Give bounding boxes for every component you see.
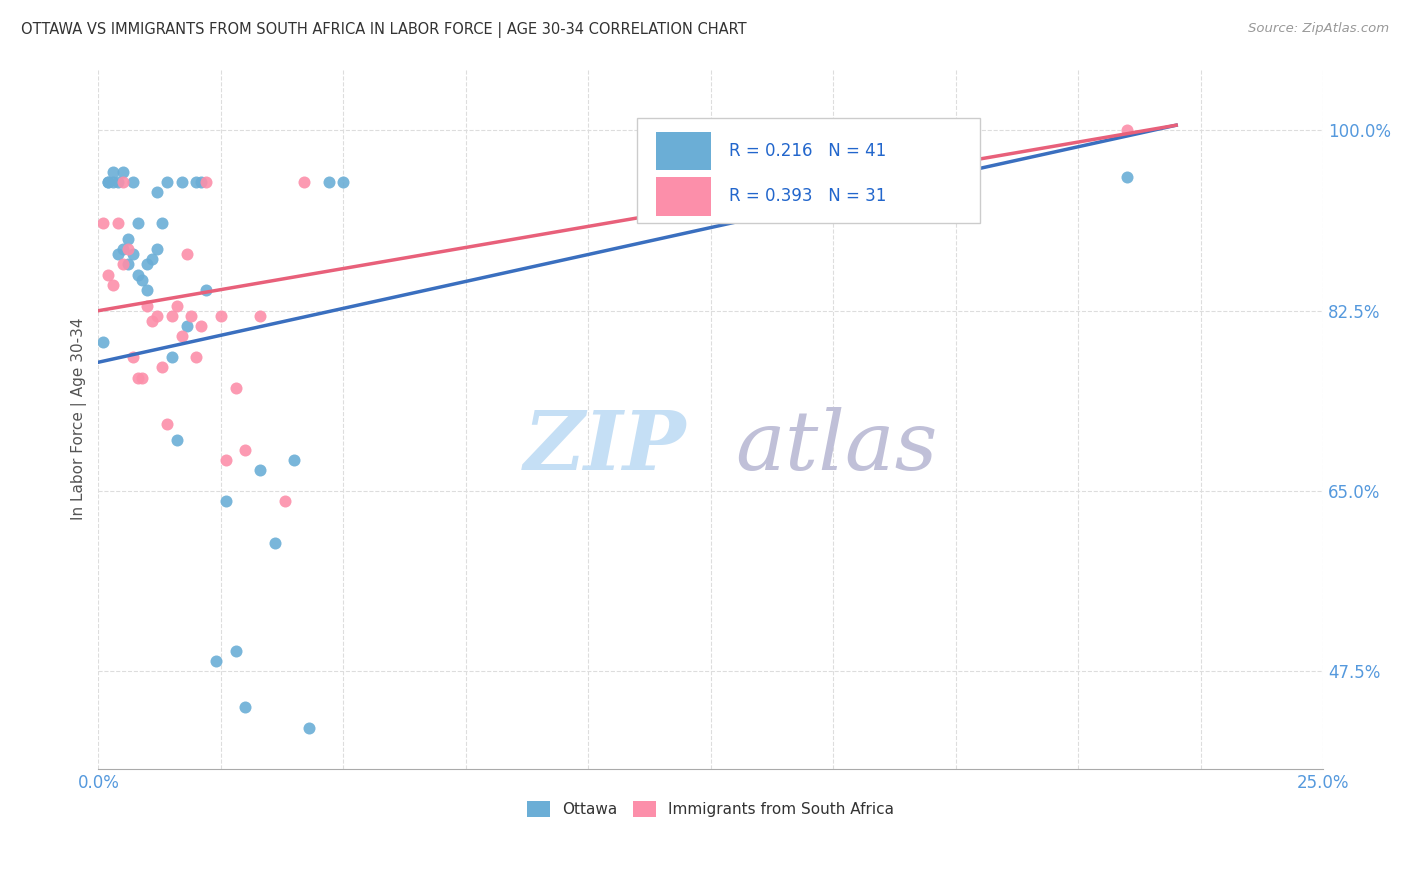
FancyBboxPatch shape: [655, 132, 711, 170]
Point: [209, 309, 232, 323]
Point: [117, 231, 139, 245]
Point: [176, 247, 198, 261]
Point: [107, 175, 129, 189]
Point: [190, 175, 212, 189]
Point: [136, 257, 159, 271]
Point: [97, 268, 120, 282]
Point: [111, 175, 134, 189]
Point: [127, 216, 149, 230]
Point: [225, 381, 247, 395]
Point: [249, 309, 271, 323]
Point: [170, 329, 193, 343]
FancyBboxPatch shape: [637, 118, 980, 223]
Point: [150, 360, 173, 375]
Point: [160, 350, 183, 364]
Point: [225, 644, 247, 658]
Point: [146, 242, 169, 256]
Text: atlas: atlas: [735, 407, 938, 487]
Point: [146, 185, 169, 199]
Point: [101, 277, 124, 292]
Point: [186, 175, 208, 189]
Point: [127, 268, 149, 282]
Point: [131, 273, 153, 287]
Point: [186, 350, 208, 364]
Point: [97, 175, 120, 189]
Text: ZIP: ZIP: [523, 407, 686, 487]
Point: [156, 417, 179, 431]
Point: [150, 216, 173, 230]
Point: [195, 175, 218, 189]
Point: [205, 654, 228, 668]
Point: [136, 283, 159, 297]
Point: [1116, 123, 1139, 137]
Point: [121, 247, 143, 261]
Point: [121, 350, 143, 364]
Point: [176, 319, 198, 334]
Point: [97, 175, 120, 189]
Point: [215, 453, 238, 467]
Point: [180, 309, 202, 323]
Point: [91, 334, 114, 349]
Text: R = 0.216   N = 41: R = 0.216 N = 41: [730, 142, 886, 160]
Text: Source: ZipAtlas.com: Source: ZipAtlas.com: [1249, 22, 1389, 36]
Point: [273, 494, 295, 508]
Point: [156, 175, 179, 189]
Point: [111, 242, 134, 256]
Point: [283, 453, 305, 467]
Point: [141, 314, 163, 328]
Point: [127, 370, 149, 384]
Point: [166, 433, 188, 447]
FancyBboxPatch shape: [655, 178, 711, 216]
Text: R = 0.393   N = 31: R = 0.393 N = 31: [730, 187, 887, 205]
Point: [332, 175, 354, 189]
Point: [233, 700, 256, 714]
Point: [292, 175, 315, 189]
Point: [107, 216, 129, 230]
Legend: Ottawa, Immigrants from South Africa: Ottawa, Immigrants from South Africa: [520, 794, 901, 825]
Point: [263, 535, 285, 549]
Point: [160, 309, 183, 323]
Point: [117, 242, 139, 256]
Point: [121, 175, 143, 189]
Point: [131, 370, 153, 384]
Point: [136, 299, 159, 313]
Point: [298, 721, 321, 735]
Point: [117, 257, 139, 271]
Point: [318, 175, 340, 189]
Point: [233, 442, 256, 457]
Point: [91, 216, 114, 230]
Y-axis label: In Labor Force | Age 30-34: In Labor Force | Age 30-34: [72, 318, 87, 520]
Point: [1116, 169, 1139, 184]
Point: [111, 257, 134, 271]
Point: [166, 299, 188, 313]
Point: [190, 319, 212, 334]
Point: [249, 463, 271, 477]
Point: [195, 283, 218, 297]
Point: [111, 164, 134, 178]
Point: [215, 494, 238, 508]
Point: [146, 309, 169, 323]
Point: [141, 252, 163, 267]
Point: [170, 175, 193, 189]
Point: [101, 164, 124, 178]
Point: [107, 247, 129, 261]
Text: OTTAWA VS IMMIGRANTS FROM SOUTH AFRICA IN LABOR FORCE | AGE 30-34 CORRELATION CH: OTTAWA VS IMMIGRANTS FROM SOUTH AFRICA I…: [21, 22, 747, 38]
Point: [101, 175, 124, 189]
